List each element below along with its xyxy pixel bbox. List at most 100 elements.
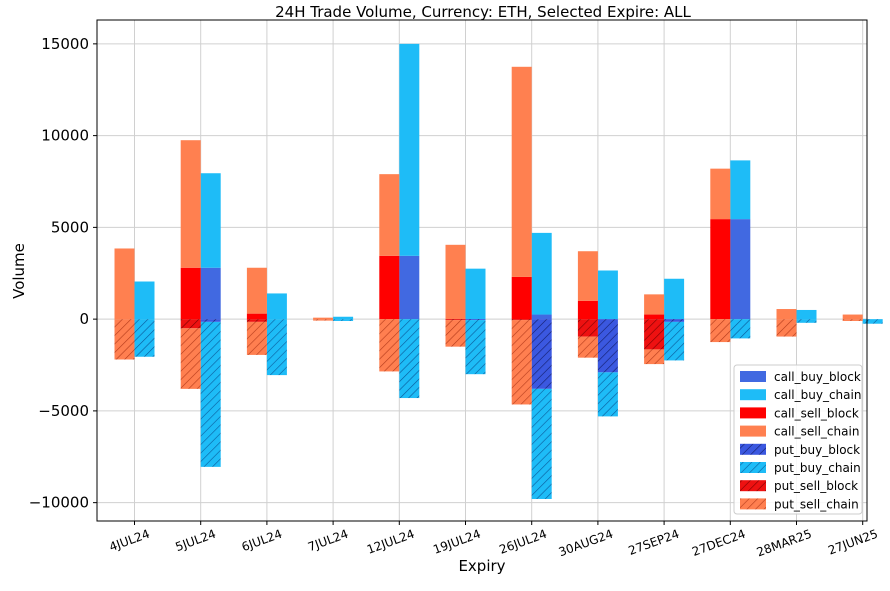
bar-put_sell_block <box>511 319 532 321</box>
bar-put_buy_block <box>531 319 552 389</box>
bar-call_buy_chain <box>796 309 817 320</box>
x-tick-label: 6JUL24 <box>240 527 284 554</box>
x-tick-label: 27JUN25 <box>826 527 880 558</box>
legend-label: call_buy_block <box>774 370 861 384</box>
plot-area-border <box>96 19 868 522</box>
x-tick-label: 5JUL24 <box>174 527 218 554</box>
x-axis: 4JUL24 5JUL24 6JUL24 7JUL24 12JUL24 19JUL24 26… <box>107 521 880 560</box>
legend: call_buy_block call_buy_chain call_sell_bl… <box>733 364 863 515</box>
bar-call_buy_chain <box>465 268 486 320</box>
bar-put_sell_block <box>180 319 201 329</box>
bar-put_buy_chain <box>597 372 618 417</box>
bar-call_sell_block <box>379 255 400 320</box>
legend-label: call_sell_chain <box>774 425 859 439</box>
legend-swatch <box>740 389 766 401</box>
bar-call_buy_chain <box>664 278 685 320</box>
bar-call_buy_chain <box>597 270 618 320</box>
legend-label: call_sell_block <box>774 406 859 420</box>
bar-call_sell_block <box>180 267 201 320</box>
bar-put_buy_block <box>465 319 486 321</box>
bar-put_sell_chain <box>114 319 135 360</box>
bar-put_buy_chain <box>730 319 751 339</box>
bar-put_sell_chain <box>379 319 400 372</box>
bar-put_sell_chain <box>776 319 797 337</box>
bar-put_sell_chain <box>577 336 598 358</box>
bar-call_buy_block <box>200 267 221 320</box>
legend-swatch <box>740 480 766 492</box>
legend-label: put_buy_chain <box>774 461 861 475</box>
bar-put_buy_chain <box>531 388 552 499</box>
bar-call_buy_chain <box>730 160 751 220</box>
bar-call_sell_block <box>644 314 665 320</box>
bar-put_sell_chain <box>511 320 532 405</box>
bar-call_sell_chain <box>644 294 665 315</box>
bar-call_sell_chain <box>379 174 400 256</box>
bar-call_sell_chain <box>180 140 201 268</box>
bar-call_buy_chain <box>333 316 354 320</box>
bar-put_sell_block <box>445 319 466 321</box>
bar-put_sell_chain <box>842 319 863 321</box>
bar-call_sell_chain <box>114 248 135 320</box>
bar-put_buy_chain <box>796 319 817 323</box>
bar-call_buy_block <box>531 314 552 320</box>
legend-label: put_buy_block <box>774 443 860 457</box>
y-tick-label: 0 <box>79 310 89 328</box>
x-tick-label: 27DEC24 <box>690 527 747 559</box>
bar-call_sell_block <box>577 300 598 320</box>
bar-call_buy_chain <box>266 293 287 320</box>
bar-put_buy_block <box>664 319 685 322</box>
bar-put_sell_block <box>246 319 267 322</box>
bar-call_sell_block <box>710 219 731 320</box>
legend-label: call_buy_chain <box>774 388 861 402</box>
y-axis-label: Volume <box>10 243 28 299</box>
legend-swatch <box>740 462 766 473</box>
y-tick-label: 15000 <box>41 35 89 53</box>
bar-call_buy_block <box>399 255 420 320</box>
bar-call_buy_chain <box>200 173 221 268</box>
legend-swatch <box>740 407 766 419</box>
bar-put_sell_chain <box>313 319 334 321</box>
bar-call_sell_block <box>246 313 267 320</box>
bar-call_buy_chain <box>134 281 155 320</box>
legend-box <box>733 364 863 515</box>
bar-put_sell_chain <box>445 320 466 347</box>
bar-put_buy_chain <box>664 321 685 361</box>
bar-call_sell_chain <box>445 244 466 320</box>
y-tick-label: −5000 <box>38 402 89 420</box>
bar-call_sell_chain <box>776 309 797 320</box>
x-tick-label: 30AUG24 <box>557 527 615 560</box>
bar-put_buy_block <box>597 319 618 373</box>
bar-put_sell_block <box>577 319 598 337</box>
bar-put_buy_chain <box>465 320 486 375</box>
bar-put_buy_chain <box>134 319 155 357</box>
chart-title: 24H Trade Volume, Currency: ETH, Selecte… <box>275 3 691 21</box>
bar-put_buy_block <box>200 319 221 322</box>
x-tick-label: 7JUL24 <box>306 527 350 554</box>
x-tick-label: 26JUL24 <box>497 527 548 557</box>
bar-call_sell_chain <box>842 314 863 320</box>
bar-call_sell_chain <box>710 168 731 220</box>
bar-put_buy_chain <box>200 321 221 467</box>
bar-call_sell_block <box>511 276 532 320</box>
bar-put_buy_chain <box>333 319 354 321</box>
bars <box>114 43 883 499</box>
bar-call_sell_chain <box>511 66 532 277</box>
bar-call_buy_chain <box>531 232 552 315</box>
y-tick-label: −10000 <box>29 494 89 512</box>
bar-call_sell_chain <box>246 267 267 314</box>
bar-call_buy_chain <box>399 43 420 256</box>
bar-put_sell_chain <box>246 321 267 355</box>
legend-label: put_sell_chain <box>774 497 859 511</box>
bar-put_sell_chain <box>710 319 731 343</box>
y-tick-label: 10000 <box>41 127 89 145</box>
x-tick-label: 28MAR25 <box>755 527 814 560</box>
x-axis-label: Expiry <box>458 557 505 575</box>
bar-put_buy_chain <box>862 319 883 324</box>
x-tick-label: 19JUL24 <box>431 527 482 557</box>
legend-label: put_sell_block <box>774 479 858 493</box>
x-tick-label: 12JUL24 <box>365 527 416 557</box>
legend-swatch <box>740 443 766 455</box>
bar-put_sell_chain <box>180 328 201 389</box>
legend-swatch <box>740 371 766 382</box>
